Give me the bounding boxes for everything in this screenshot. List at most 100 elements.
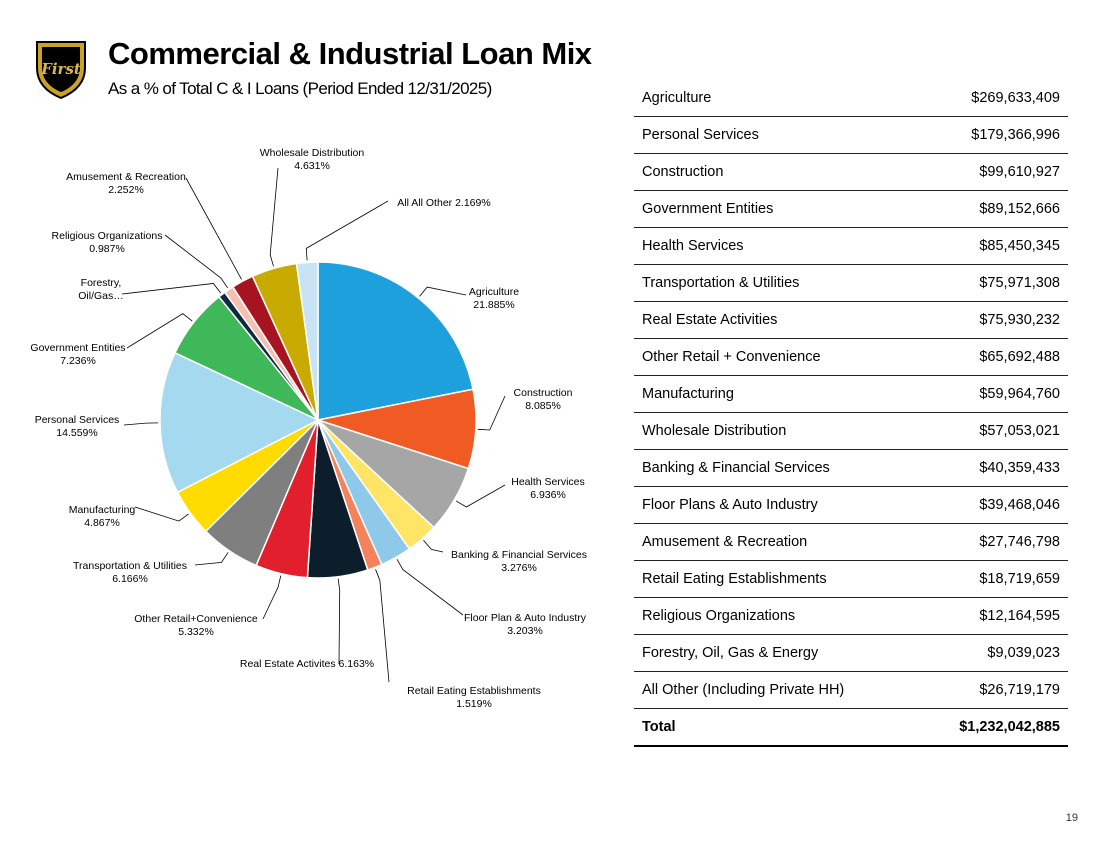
leader-line — [419, 286, 467, 297]
amount-cell: $9,039,023 — [916, 634, 1068, 672]
amount-cell: $27,746,798 — [916, 523, 1068, 561]
category-cell: Wholesale Distribution — [634, 412, 917, 450]
slice-label: Religious Organizations 0.987% — [52, 230, 163, 255]
slice-label-name: Retail Eating Establishments — [407, 685, 541, 697]
category-cell: Amusement & Recreation — [634, 523, 917, 561]
category-cell: Religious Organizations — [634, 597, 917, 635]
slice-label-name: Floor Plan & Auto Industry — [464, 612, 587, 624]
loan-amount-table: Agriculture $269,633,409 Personal Services… — [634, 80, 1068, 747]
table-row: Transportation & Utilities $75,971,308 — [634, 264, 1068, 302]
slice-label: Forestry, Oil/Gas… — [78, 277, 124, 302]
amount-cell: $85,450,345 — [916, 227, 1068, 265]
pie-slice — [159, 351, 320, 494]
category-cell: Health Services — [634, 227, 917, 265]
leader-line — [423, 540, 444, 553]
slice-label: Floor Plan & Auto Industry 3.203% — [464, 612, 587, 637]
pie-slice — [295, 261, 319, 421]
slice-label: Manufacturing 4.867% — [69, 504, 136, 529]
table-row: Retail Eating Establishments $18,719,659 — [634, 560, 1068, 598]
slice-label-name: Health Services — [511, 476, 585, 488]
leader-line — [121, 283, 222, 295]
table-row: Construction $99,610,927 — [634, 153, 1068, 191]
category-cell: Other Retail + Convenience — [634, 338, 917, 376]
table-row: Other Retail + Convenience $65,692,488 — [634, 338, 1068, 376]
slice-label-value: 2.252% — [108, 184, 144, 196]
slice-label-value: 0.987% — [89, 243, 125, 255]
table-row: Banking & Financial Services $40,359,433 — [634, 449, 1068, 487]
table-row: Health Services $85,450,345 — [634, 227, 1068, 265]
leader-line — [123, 422, 159, 426]
table-row: Government Entities $89,152,666 — [634, 190, 1068, 228]
category-cell: Transportation & Utilities — [634, 264, 917, 302]
slice-label-name: Manufacturing — [69, 504, 136, 516]
leader-line — [164, 234, 229, 289]
slice-label-name: Other Retail+Convenience — [134, 613, 258, 625]
leader-line — [126, 313, 193, 349]
table-row: Personal Services $179,366,996 — [634, 116, 1068, 154]
leader-line — [375, 569, 390, 683]
slice-label: Real Estate Activites 6.163% — [240, 658, 374, 670]
amount-cell: $65,692,488 — [916, 338, 1068, 376]
table-row: Agriculture $269,633,409 — [634, 80, 1068, 117]
slice-label-value: 14.559% — [56, 427, 97, 439]
amount-cell: $40,359,433 — [916, 449, 1068, 487]
amount-cell: $75,971,308 — [916, 264, 1068, 302]
amount-cell: $12,164,595 — [916, 597, 1068, 635]
slice-label-name: Government Entities — [30, 342, 125, 354]
bank-logo: First — [36, 41, 86, 100]
slice-label: Health Services 6.936% — [511, 476, 585, 501]
total-amount: $1,232,042,885 — [916, 708, 1068, 747]
slice-label-name: Religious Organizations — [52, 230, 163, 242]
category-cell: Retail Eating Establishments — [634, 560, 917, 598]
leader-line — [194, 552, 229, 566]
slice-label: Personal Services 14.559% — [35, 414, 120, 439]
slice-label-value: 6.166% — [112, 573, 148, 585]
table-row: All Other (Including Private HH) $26,719,… — [634, 671, 1068, 709]
category-cell: Floor Plans & Auto Industry — [634, 486, 917, 524]
slice-label-value: 5.332% — [178, 626, 214, 638]
leader-line — [396, 558, 464, 616]
slice-label: Retail Eating Establishments 1.519% — [407, 685, 541, 710]
total-label: Total — [634, 708, 917, 747]
slice-label-value: 4.631% — [294, 160, 330, 172]
category-cell: Agriculture — [634, 80, 917, 117]
leader-line — [269, 167, 279, 267]
slice-label: Banking & Financial Services 3.276% — [451, 549, 587, 574]
slice-label-name: Amusement & Recreation — [66, 171, 186, 183]
slice-label-value: 21.885% — [473, 299, 514, 311]
slice-label-name: Transportation & Utilities — [73, 560, 187, 572]
total-row: Total $1,232,042,885 — [634, 708, 1068, 747]
category-cell: Personal Services — [634, 116, 917, 154]
slice-label-name: Personal Services — [35, 414, 120, 426]
category-cell: Manufacturing — [634, 375, 917, 413]
page-subtitle: As a % of Total C & I Loans (Period Ende… — [108, 79, 492, 98]
slice-label-name: Construction — [514, 387, 573, 399]
slice-label: All All Other 2.169% — [397, 197, 490, 209]
slice-label-value: 4.867% — [84, 517, 120, 529]
category-cell: Forestry, Oil, Gas & Energy — [634, 634, 917, 672]
slice-label: Transportation & Utilities 6.166% — [73, 560, 187, 585]
slice-label: Government Entities 7.236% — [30, 342, 125, 367]
amount-cell: $59,964,760 — [916, 375, 1068, 413]
slice-label-name: Wholesale Distribution — [260, 147, 365, 159]
leader-line — [305, 200, 389, 261]
slice-label: Amusement & Recreation 2.252% — [66, 171, 186, 196]
slice-label-name: Forestry, — [81, 277, 122, 289]
leader-line — [185, 177, 242, 280]
table-row: Floor Plans & Auto Industry $39,468,046 — [634, 486, 1068, 524]
slice-label-value: 1.519% — [456, 698, 492, 710]
amount-cell: $26,719,179 — [916, 671, 1068, 709]
category-cell: Real Estate Activities — [634, 301, 917, 339]
category-cell: All Other (Including Private HH) — [634, 671, 917, 709]
amount-cell: $179,366,996 — [916, 116, 1068, 154]
slice-label-name: Agriculture — [469, 286, 519, 298]
slice-label-value: 8.085% — [525, 400, 561, 412]
amount-cell: $99,610,927 — [916, 153, 1068, 191]
slice-label: Construction 8.085% — [514, 387, 573, 412]
leader-line — [455, 484, 506, 508]
slice-label-value: 3.203% — [507, 625, 543, 637]
page-title: Commercial & Industrial Loan Mix — [108, 36, 592, 71]
leader-line — [134, 506, 189, 522]
table-row: Forestry, Oil, Gas & Energy $9,039,023 — [634, 634, 1068, 672]
pie-slice — [317, 261, 474, 421]
